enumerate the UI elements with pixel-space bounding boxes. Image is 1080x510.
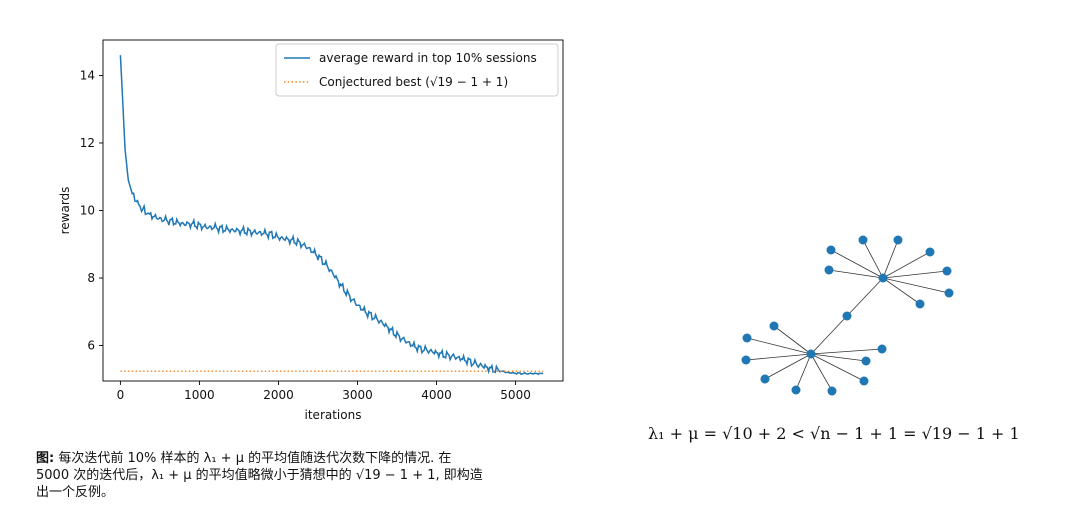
graph-edge: [810, 348, 883, 355]
graph-node: [791, 385, 801, 395]
x-tick-label: 2000: [263, 388, 294, 402]
equation-text: λ₁ + μ = √10 + 2 < √n − 1 + 1 = √19 − 1 …: [648, 424, 1020, 443]
legend-entry-2: Conjectured best (√19 − 1 + 1): [319, 75, 508, 89]
figure-caption: 图: 每次迭代前 10% 样本的 λ₁ + μ 的平均值随迭代次数下降的情况. …: [36, 450, 596, 501]
graph-node: [861, 356, 871, 366]
graph-nodes: [741, 235, 954, 396]
y-tick-label: 8: [87, 271, 95, 285]
graph-node: [925, 247, 935, 257]
graph-node: [760, 374, 770, 384]
x-tick-label: 3000: [342, 388, 373, 402]
y-tick-label: 10: [80, 204, 95, 218]
graph-edge: [882, 277, 921, 305]
graph-edge: [810, 353, 833, 392]
graph-edges: [745, 239, 950, 392]
y-tick-label: 6: [87, 339, 95, 353]
x-axis-label: iterations: [305, 408, 362, 422]
graph-node: [741, 355, 751, 365]
counterexample-graph: [741, 235, 954, 396]
graph-edge: [764, 353, 812, 380]
graph-node: [915, 299, 925, 309]
graph-edge: [846, 277, 884, 317]
graph-edge: [810, 353, 865, 382]
caption-label: 图:: [36, 451, 55, 466]
caption-line-3: 出一个反例。: [36, 485, 115, 500]
graph-edge: [830, 249, 884, 279]
graph-edge: [862, 239, 884, 279]
reward-line-chart: 0 1000 2000 3000 4000 5000 6 8 10 12 14 iterations r…: [58, 39, 564, 422]
legend-box: [275, 43, 559, 97]
graph-node: [826, 245, 836, 255]
x-tick-label: 1000: [184, 388, 215, 402]
graph-edge: [882, 239, 899, 279]
y-tick-label: 12: [80, 136, 95, 150]
x-tick-label: 4000: [421, 388, 452, 402]
graph-node: [842, 311, 852, 321]
caption-line-1: 每次迭代前 10% 样本的 λ₁ + μ 的平均值随迭代次数下降的情况. 在: [54, 451, 452, 466]
y-tick-label: 14: [80, 68, 95, 82]
series-line-1: [119, 55, 544, 376]
graph-node: [944, 288, 954, 298]
graph-edge: [795, 353, 812, 391]
graph-node: [942, 266, 952, 276]
graph-edge: [882, 277, 950, 294]
graph-node: [877, 344, 887, 354]
graph-node: [878, 273, 888, 283]
plot-layer: 0 1000 2000 3000 4000 5000 6 8 10 12 14 iterations r…: [58, 39, 564, 422]
graph-node: [742, 333, 752, 343]
graph-node: [827, 386, 837, 396]
graph-edge: [810, 353, 867, 362]
graph-node: [824, 265, 834, 275]
graph-edge: [773, 325, 812, 355]
graph-edge: [746, 337, 812, 355]
x-tick-label: 0: [117, 388, 125, 402]
y-axis-label: rewards: [58, 187, 72, 235]
graph-node: [806, 349, 816, 359]
graph-edge: [810, 315, 848, 355]
graph-node: [858, 235, 868, 245]
graph-node: [893, 235, 903, 245]
x-tick-label: 5000: [500, 388, 531, 402]
graph-node: [769, 321, 779, 331]
legend-entry-1: average reward in top 10% sessions: [319, 51, 537, 65]
graph-edge: [882, 251, 931, 279]
caption-line-2: 5000 次的迭代后，λ₁ + μ 的平均值略微小于猜想中的 √19 − 1 +…: [36, 468, 483, 483]
graph-edge: [828, 269, 884, 279]
graph-node: [859, 376, 869, 386]
graph-edge: [882, 270, 948, 279]
graph-edge: [745, 353, 812, 361]
